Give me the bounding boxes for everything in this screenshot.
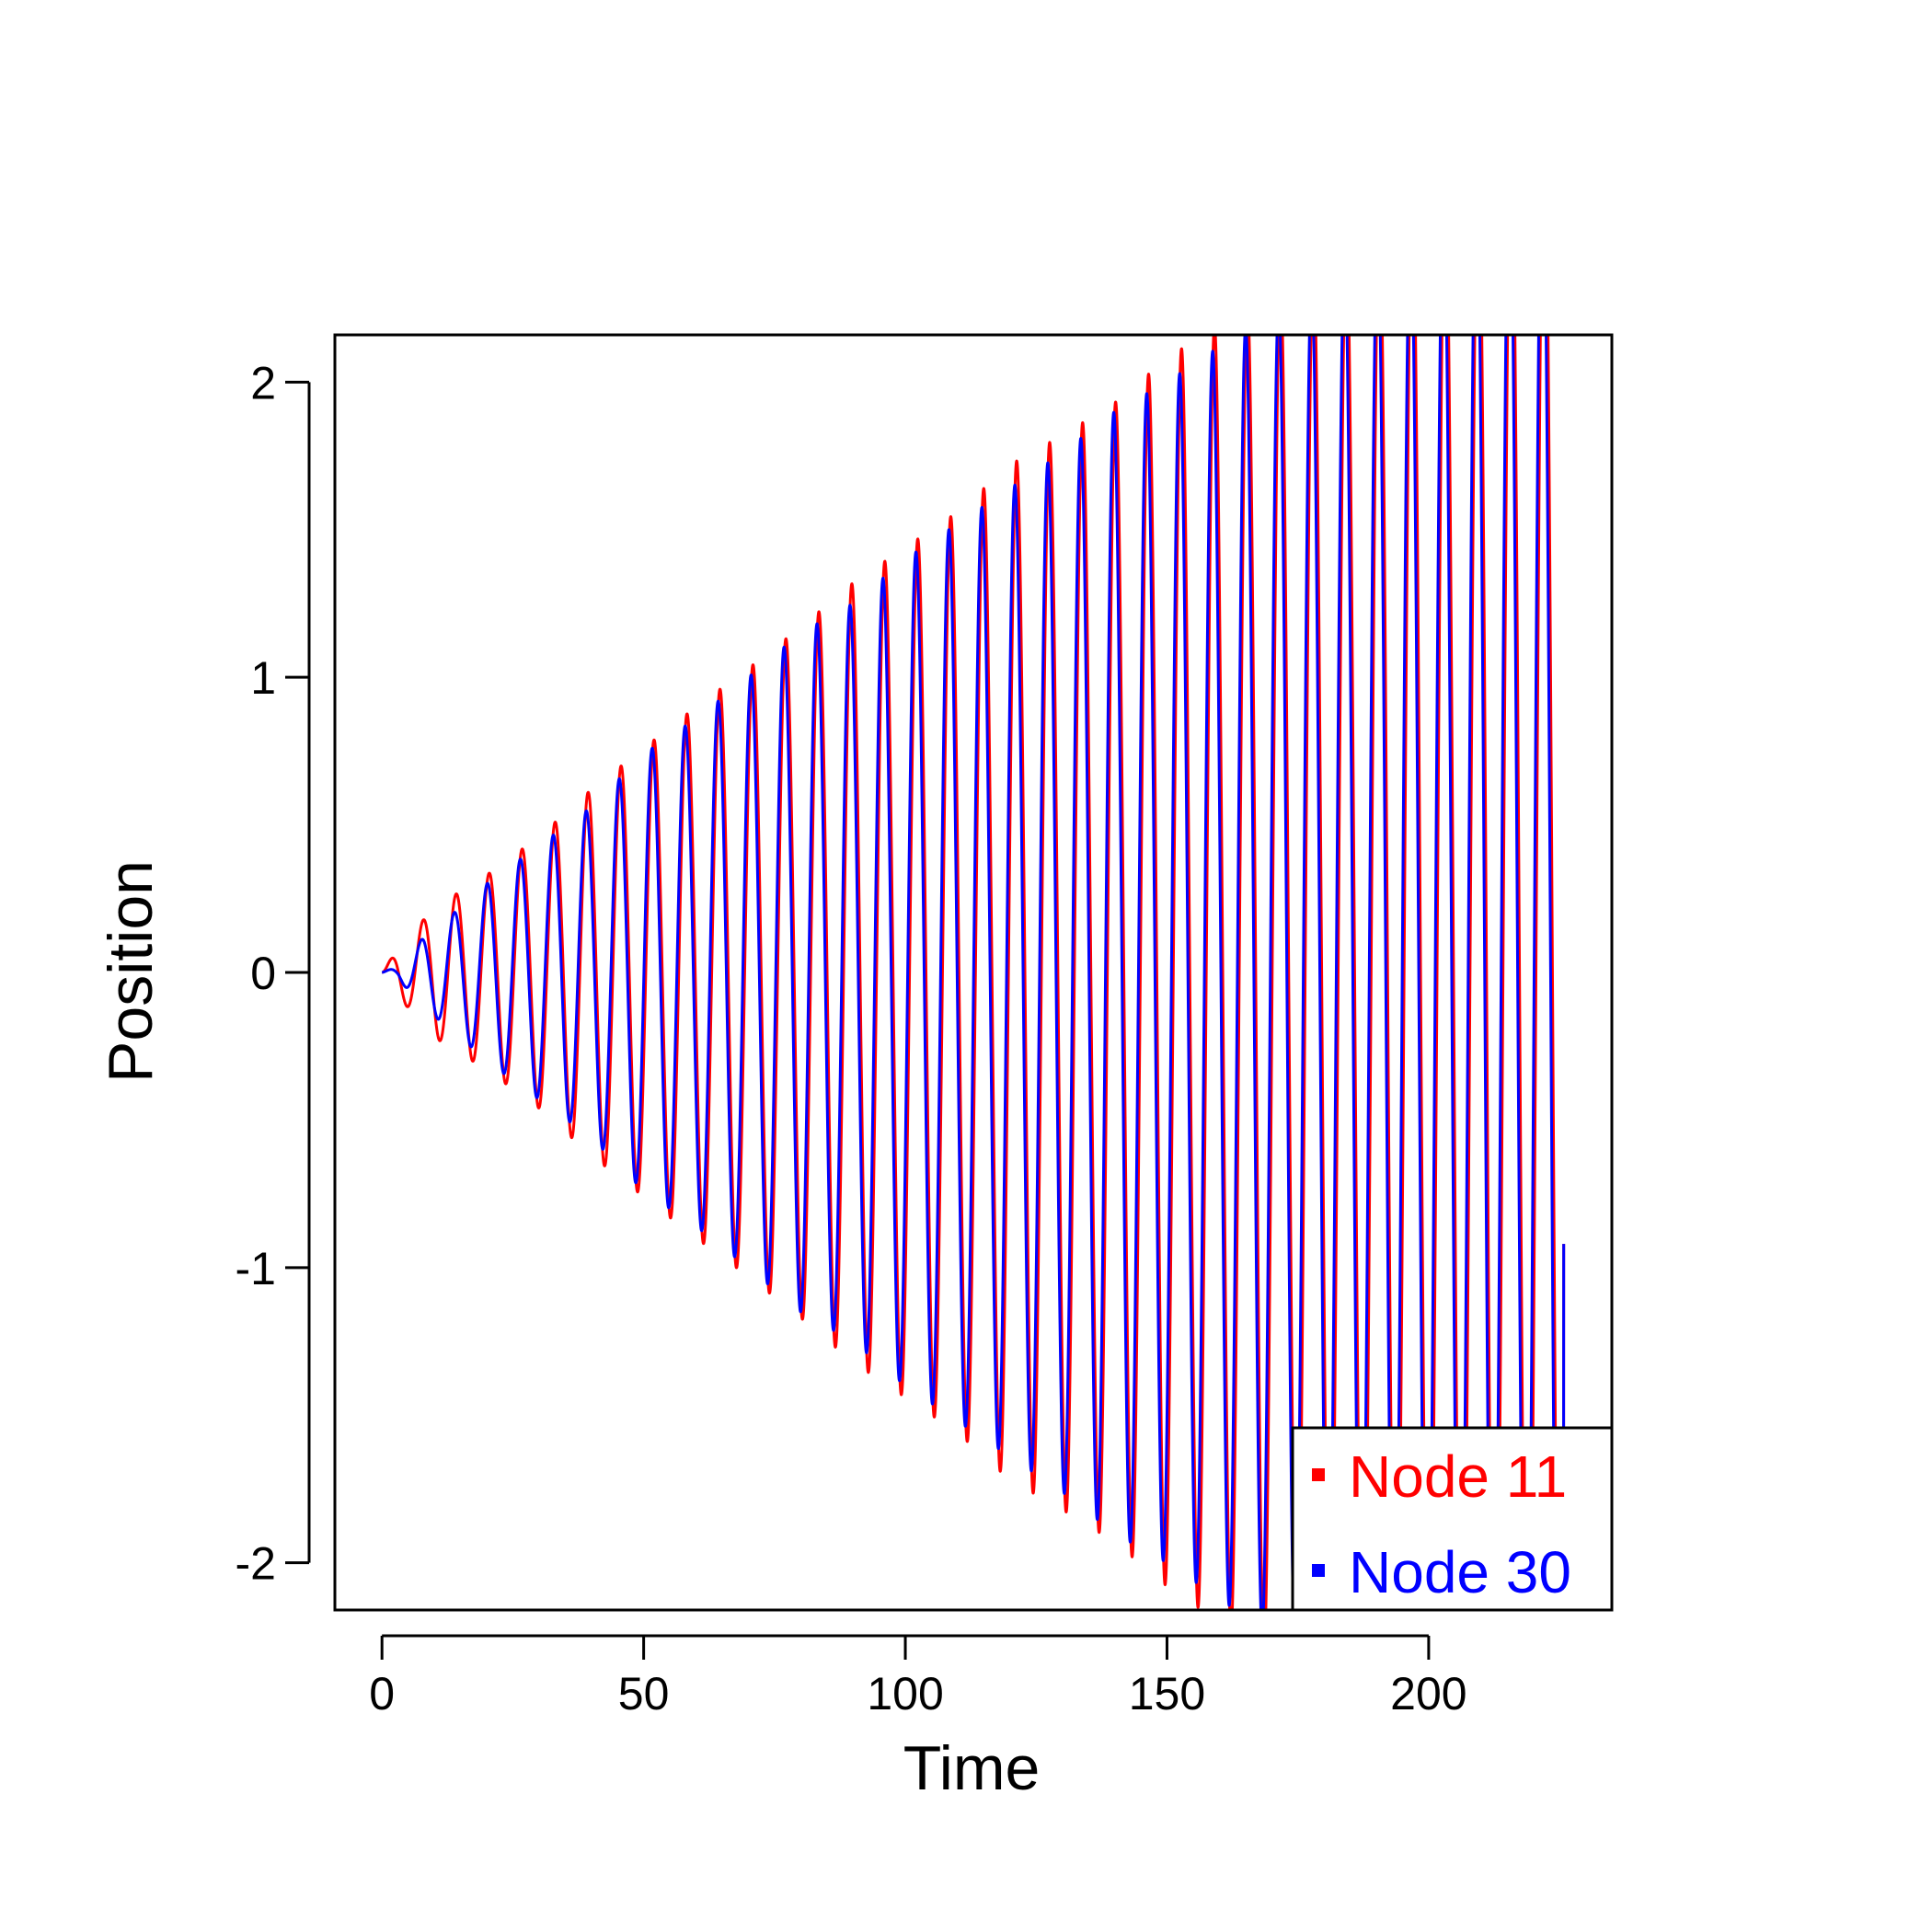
legend-swatch-node-30	[1312, 1564, 1325, 1577]
x-axis: 0 50 100 150 200	[369, 1634, 1467, 1719]
x-tick-label: 200	[1390, 1668, 1466, 1719]
x-tick-label: 0	[369, 1668, 395, 1719]
y-tick-label: 2	[250, 357, 276, 408]
y-tick-label: 0	[250, 948, 276, 999]
legend-box	[1291, 1426, 1614, 1612]
legend-label-node-11: Node 11	[1349, 1443, 1567, 1510]
x-tick-label: 150	[1129, 1668, 1205, 1719]
y-tick-label: -1	[236, 1243, 276, 1294]
x-tick-label: 100	[867, 1668, 943, 1719]
legend: Node 11 Node 30	[1291, 1426, 1614, 1612]
series-line-node-30	[380, 335, 1566, 1610]
y-tick-label: -2	[236, 1538, 276, 1590]
y-tick-label: 1	[250, 652, 276, 704]
x-axis-title: Time	[903, 1733, 1041, 1803]
y-axis: -2 -1 0 1 2	[236, 357, 311, 1590]
y-axis-title: Position	[96, 860, 166, 1083]
x-tick-label: 50	[618, 1668, 670, 1719]
legend-label-node-30: Node 30	[1349, 1539, 1571, 1605]
plot-frame	[333, 333, 1614, 1612]
legend-swatch-node-11	[1312, 1468, 1325, 1481]
